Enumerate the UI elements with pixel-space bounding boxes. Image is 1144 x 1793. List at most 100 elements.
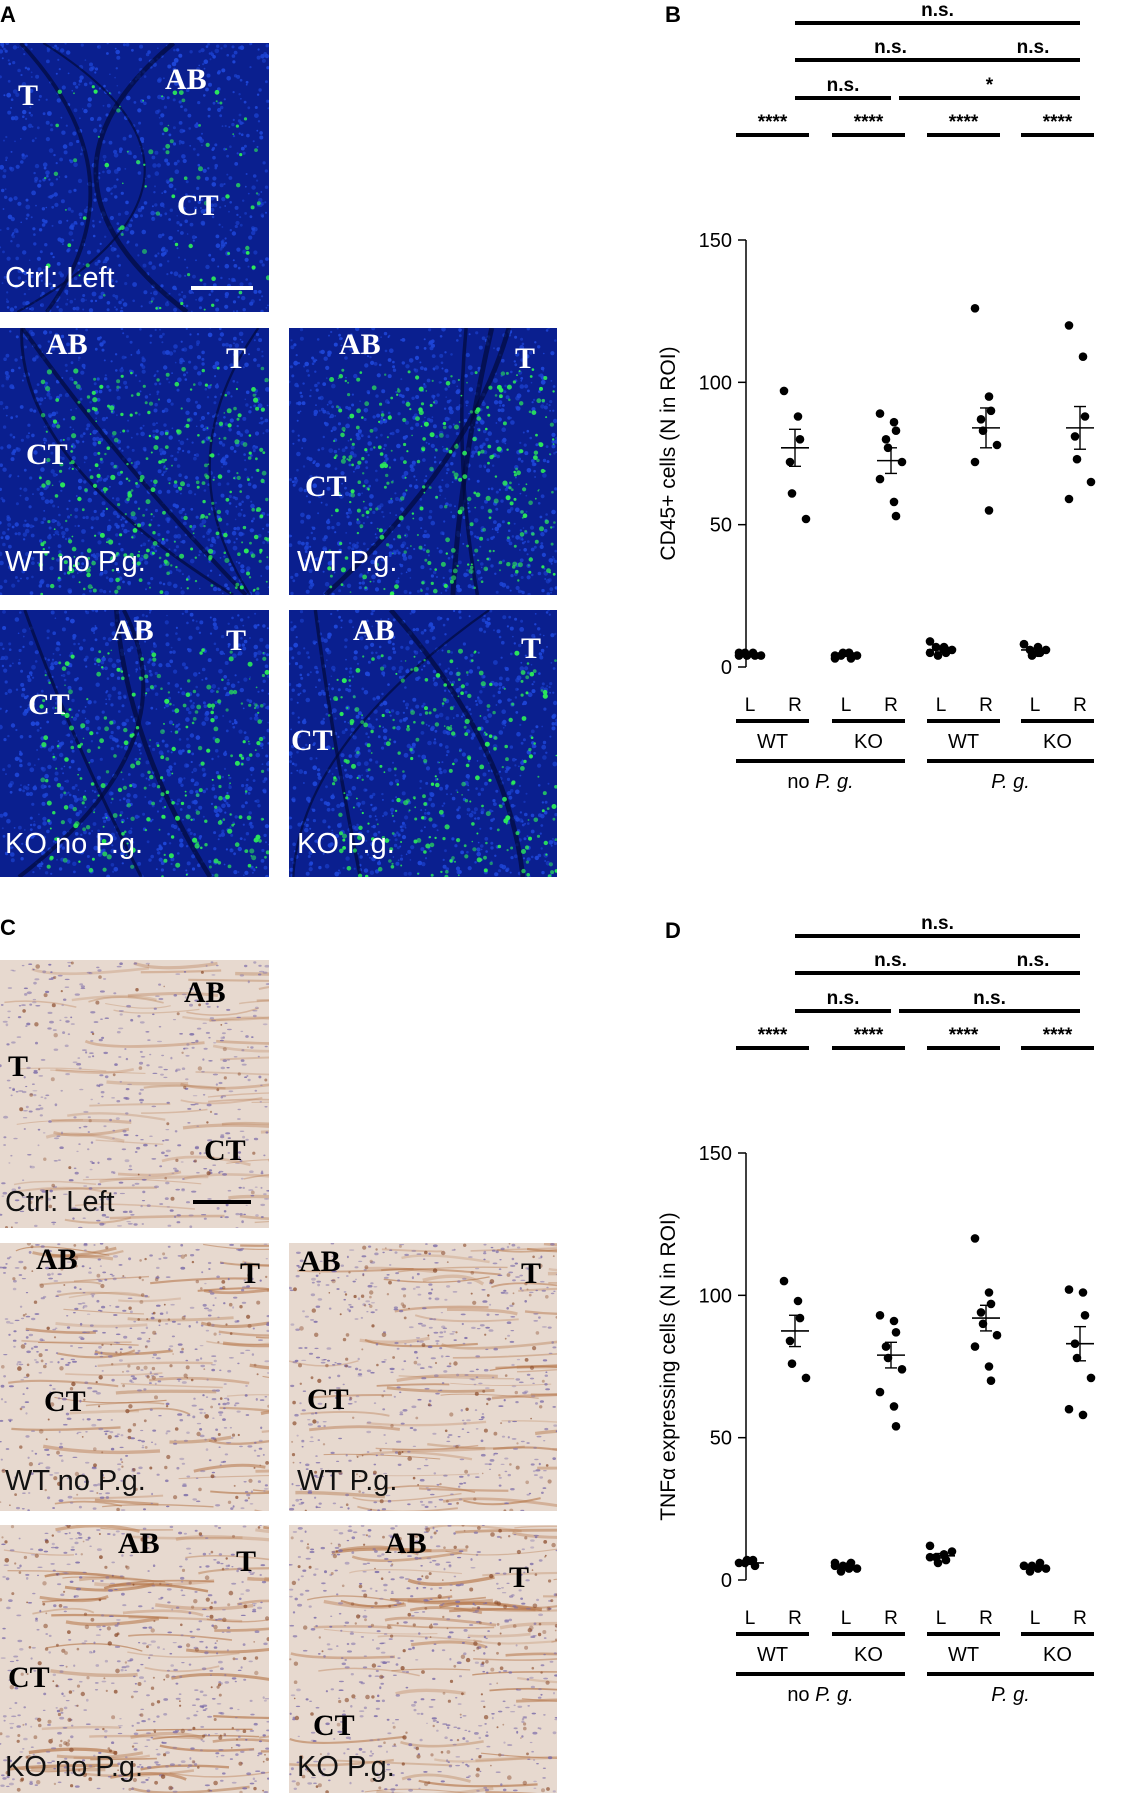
- data-point: [992, 1330, 1002, 1340]
- label-tooth: T: [226, 624, 247, 657]
- significance-bracket: ****: [832, 1025, 905, 1050]
- caption-ko-pg: KO P.g.: [297, 828, 395, 860]
- data-point: [970, 304, 980, 313]
- caption-ctrl-left: Ctrl: Left: [5, 1186, 115, 1218]
- data-point: [947, 1547, 957, 1556]
- chart-d: 0 50 100 150 TNFα expressing cells (N in ROI…: [650, 913, 1144, 1733]
- x-condition-label: P. g.: [991, 771, 1030, 793]
- label-connective-tissue: CT: [204, 1134, 246, 1167]
- significance-label: n.s.: [1017, 950, 1050, 971]
- data-point: [970, 1234, 980, 1243]
- caption-ctrl-left: Ctrl: Left: [5, 262, 115, 294]
- data-point: [984, 1362, 994, 1371]
- data-point: [793, 412, 803, 421]
- group-wt-r-5: [970, 304, 1002, 515]
- caption-wt-pg: WT P.g.: [297, 546, 398, 578]
- caption-ko-no-pg: KO no P.g.: [5, 828, 144, 860]
- label-tooth: T: [515, 342, 536, 375]
- data-point: [889, 1316, 899, 1326]
- significance-label: ****: [854, 1025, 884, 1046]
- micrograph-c-ctrl-left: AB T CT Ctrl: Left: [0, 960, 269, 1228]
- significance-label: n.s.: [827, 75, 860, 96]
- x-side-label: L: [1030, 695, 1041, 716]
- label-connective-tissue: CT: [177, 189, 219, 222]
- scale-bar: [193, 1200, 251, 1204]
- scale-bar: [191, 286, 253, 290]
- label-alveolar-bone: AB: [385, 1527, 427, 1560]
- label-tooth: T: [521, 632, 542, 665]
- data-point: [787, 489, 797, 498]
- x-condition-label: P. g.: [991, 1684, 1030, 1706]
- x-side-label: R: [788, 695, 802, 716]
- panel-letter-c: C: [0, 915, 16, 940]
- label-alveolar-bone: AB: [165, 63, 207, 96]
- data-point: [976, 415, 986, 424]
- x-genotype-label: KO: [1043, 731, 1072, 753]
- micrograph-a-wt-pg: AB T CT WT P.g.: [289, 328, 557, 595]
- group-wt-l-4: [925, 637, 957, 660]
- label-alveolar-bone: AB: [36, 1243, 78, 1276]
- group-wt-l-0: [734, 1555, 764, 1571]
- micrograph-c-ko-no-pg: AB T CT KO no P.g.: [0, 1525, 269, 1793]
- significance-bracket: n.s.: [795, 37, 986, 62]
- label-alveolar-bone: AB: [353, 614, 395, 647]
- y-axis: 0 50 100 150: [699, 1143, 747, 1592]
- data-point: [970, 457, 980, 467]
- significance-bracket: ****: [1021, 1025, 1094, 1050]
- data-point: [1019, 1561, 1029, 1571]
- significance-bracket: n.s.: [899, 988, 1080, 1013]
- significance-bracket: n.s.: [795, 988, 891, 1013]
- data-point: [1064, 1404, 1074, 1414]
- data-point: [1078, 1410, 1088, 1420]
- x-condition-label: no P. g.: [787, 1684, 853, 1706]
- data-point: [889, 417, 899, 427]
- data-point: [978, 1319, 988, 1329]
- data-point: [1019, 639, 1029, 649]
- significance-label: n.s.: [921, 0, 954, 21]
- x-side-label: L: [936, 695, 947, 716]
- data-point: [1041, 1564, 1051, 1573]
- significance-label: ****: [949, 112, 979, 133]
- group-ko-r-7: [1064, 321, 1096, 504]
- y-tick-label: 150: [699, 230, 732, 252]
- y-tick-label: 0: [721, 657, 732, 679]
- label-connective-tissue: CT: [26, 438, 68, 471]
- caption-ko-pg: KO P.g.: [297, 1751, 395, 1783]
- x-side-label: L: [1030, 1608, 1041, 1629]
- significance-bracket: ****: [1021, 112, 1094, 137]
- data-point: [1035, 1558, 1045, 1568]
- y-tick-label: 0: [721, 1570, 732, 1592]
- significance-label: *: [986, 75, 994, 96]
- data-point: [734, 648, 744, 658]
- data-point: [984, 506, 994, 515]
- data-point: [891, 1422, 901, 1431]
- label-tooth: T: [8, 1050, 29, 1083]
- group-wt-r-1: [779, 1276, 811, 1383]
- significance-bracket: ****: [832, 112, 905, 137]
- y-tick-label: 100: [699, 1285, 732, 1307]
- data-point: [875, 1311, 885, 1320]
- data-point: [986, 1299, 996, 1309]
- data-point: [933, 1558, 943, 1568]
- label-connective-tissue: CT: [291, 724, 333, 757]
- data-point: [925, 637, 935, 646]
- caption-wt-no-pg: WT no P.g.: [5, 546, 146, 578]
- x-side-label: R: [979, 1608, 993, 1629]
- micrograph-a-ko-no-pg: AB T CT KO no P.g.: [0, 610, 269, 877]
- x-side-label: R: [788, 1608, 802, 1629]
- data-point: [830, 1558, 840, 1568]
- x-side-label: R: [884, 695, 898, 716]
- group-ko-l-2: [830, 1558, 862, 1576]
- data-point: [801, 514, 811, 524]
- data-point: [787, 1359, 797, 1368]
- data-point: [933, 651, 943, 660]
- significance-bracket: ****: [927, 112, 1000, 137]
- x-side-label: R: [1073, 1608, 1087, 1629]
- significance-bracket: *: [899, 75, 1080, 100]
- data-point: [795, 435, 805, 444]
- data-point: [889, 1402, 899, 1411]
- data-point: [801, 1373, 811, 1383]
- data-point: [793, 1296, 803, 1306]
- x-genotype-label: WT: [757, 731, 788, 753]
- caption-ko-no-pg: KO no P.g.: [5, 1751, 144, 1783]
